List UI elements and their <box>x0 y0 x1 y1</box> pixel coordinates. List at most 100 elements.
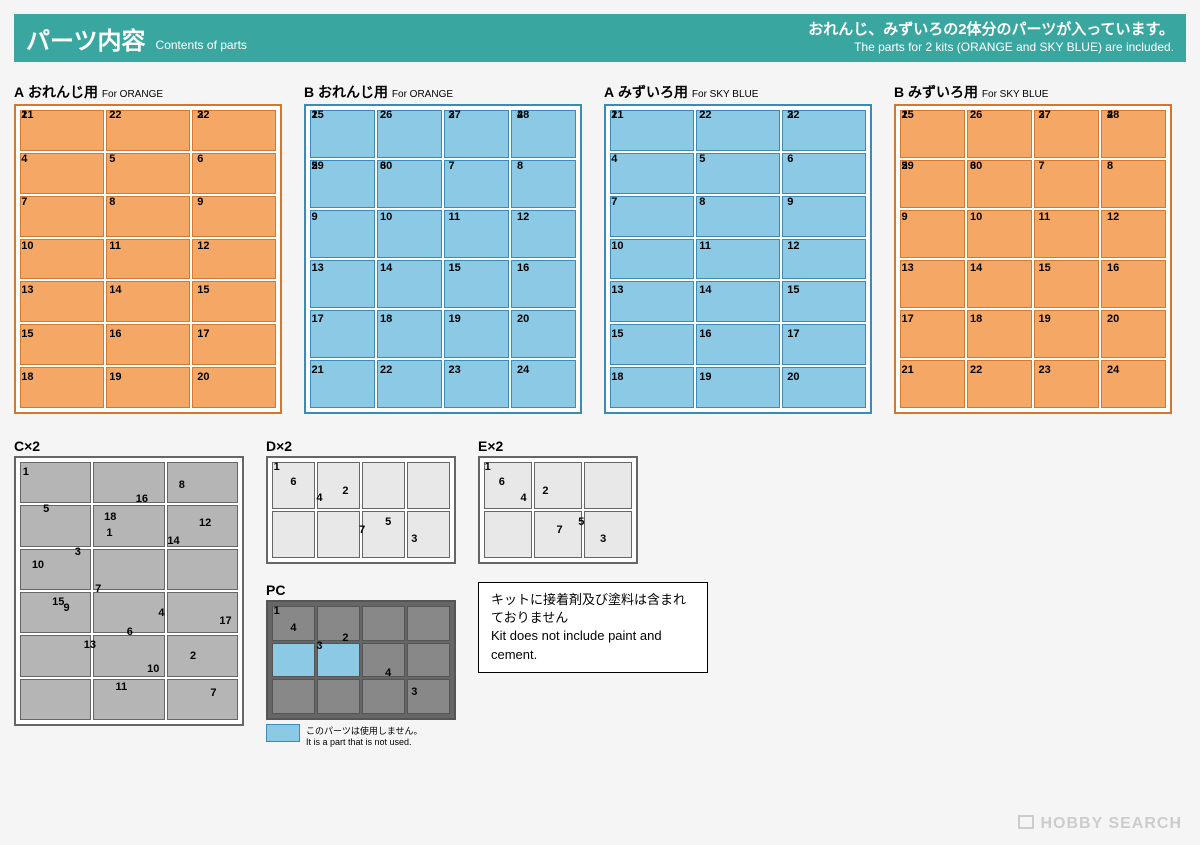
part-number: 30 <box>970 160 982 172</box>
part-number: 14 <box>109 284 121 296</box>
part-number: 3 <box>316 640 322 652</box>
part-number: 19 <box>109 371 121 383</box>
runner-sprue-B-orange: 1234567891011121314151617181920212223242… <box>304 104 582 414</box>
part-number: 7 <box>359 524 365 536</box>
runner-pc-label: PC <box>266 582 456 598</box>
part-cell <box>484 511 532 558</box>
part-number: 17 <box>311 313 323 325</box>
part-cell <box>20 505 91 546</box>
runner-row-2: C×2 1123456778910101112131415161718 D×2 … <box>0 438 1200 747</box>
part-number: 15 <box>52 596 64 608</box>
part-number: 4 <box>611 153 617 165</box>
part-cell <box>407 606 450 641</box>
part-cell <box>192 153 276 194</box>
part-number: 20 <box>517 313 529 325</box>
part-number: 9 <box>787 196 793 208</box>
runner-e-col: E×2 1234567 <box>478 438 708 564</box>
part-cell <box>272 643 315 678</box>
part-number: 10 <box>380 211 392 223</box>
swatch-icon <box>266 724 300 742</box>
runner-sprue-B-skyblue: 1234567891011121314151617181920212223242… <box>894 104 1172 414</box>
part-number: 17 <box>197 328 209 340</box>
part-number: 14 <box>380 262 392 274</box>
part-cell <box>20 635 91 676</box>
part-number: 17 <box>901 313 913 325</box>
part-number: 21 <box>901 364 913 376</box>
part-number: 4 <box>21 153 27 165</box>
part-cell <box>310 210 375 258</box>
part-number: 21 <box>21 109 33 121</box>
runner-c-sprue: 1123456778910101112131415161718 <box>14 456 244 726</box>
part-cell <box>272 511 315 558</box>
part-cell <box>20 153 104 194</box>
part-number: 9 <box>197 196 203 208</box>
part-number: 13 <box>901 262 913 274</box>
part-number: 17 <box>787 328 799 340</box>
part-number: 8 <box>1107 160 1113 172</box>
part-cell <box>317 511 360 558</box>
part-number: 11 <box>1038 211 1050 223</box>
part-number: 16 <box>136 493 148 505</box>
part-number: 1 <box>23 466 29 478</box>
header-note-en: The parts for 2 kits (ORANGE and SKY BLU… <box>808 40 1174 56</box>
part-number: 6 <box>290 476 296 488</box>
note-box: キットに接着剤及び塗料は含まれておりません Kit does not inclu… <box>478 582 708 673</box>
part-number: 20 <box>787 371 799 383</box>
part-number: 4 <box>290 622 296 634</box>
part-cell <box>317 606 360 641</box>
part-cell <box>167 679 238 720</box>
part-number: 29 <box>901 160 913 172</box>
part-cell <box>696 153 780 194</box>
col-e-note: E×2 1234567 キットに接着剤及び塗料は含まれておりません Kit do… <box>478 438 708 673</box>
part-number: 11 <box>699 240 711 252</box>
runner-label-A-skyblue: A みずいろ用 For SKY BLUE <box>604 82 872 102</box>
part-number: 6 <box>127 626 133 638</box>
part-number: 16 <box>1107 262 1119 274</box>
runner-row-1: A おれんじ用 For ORANGE1234567891011121314151… <box>0 82 1200 414</box>
part-cell <box>584 511 632 558</box>
part-cell <box>106 196 190 237</box>
part-cell <box>362 462 405 509</box>
part-number: 5 <box>109 153 115 165</box>
part-number: 4 <box>158 607 164 619</box>
part-cell <box>610 196 694 237</box>
part-number: 15 <box>611 328 623 340</box>
part-number: 16 <box>699 328 711 340</box>
part-number: 10 <box>32 559 44 571</box>
note-en: Kit does not include paint and cement. <box>491 627 695 663</box>
swatch-note-en: It is a part that is not used. <box>306 737 423 747</box>
part-number: 23 <box>1038 364 1050 376</box>
note-jp: キットに接着剤及び塗料は含まれておりません <box>491 591 695 627</box>
part-cell <box>407 643 450 678</box>
part-cell <box>362 679 405 714</box>
runner-col-B-orange: B おれんじ用 For ORANGE1234567891011121314151… <box>304 82 582 414</box>
runner-pc-col: PC 123344 このパーツは使用しません。 It is a part tha… <box>266 582 456 747</box>
part-number: 24 <box>1107 364 1119 376</box>
part-cell <box>20 679 91 720</box>
part-cell <box>317 643 360 678</box>
part-number: 23 <box>448 364 460 376</box>
part-cell <box>20 462 91 503</box>
part-number: 6 <box>787 153 793 165</box>
header-title-jp: パーツ内容 <box>26 21 146 56</box>
part-number: 12 <box>787 240 799 252</box>
part-number: 13 <box>611 284 623 296</box>
part-cell <box>610 153 694 194</box>
runner-e-label: E×2 <box>478 438 708 454</box>
part-cell <box>534 462 582 509</box>
runner-c-label: C×2 <box>14 438 244 454</box>
runner-sprue-A-skyblue: 123456789101112131415151617181920212222 <box>604 104 872 414</box>
part-number: 12 <box>1107 211 1119 223</box>
part-number: 11 <box>115 681 127 693</box>
part-number: 7 <box>21 196 27 208</box>
part-number: 12 <box>517 211 529 223</box>
part-number: 13 <box>21 284 33 296</box>
part-cell <box>362 606 405 641</box>
part-number: 11 <box>448 211 460 223</box>
part-number: 5 <box>699 153 705 165</box>
swatch-note-jp: このパーツは使用しません。 <box>306 724 423 737</box>
part-number: 2 <box>542 485 548 497</box>
part-number: 22 <box>109 109 121 121</box>
part-number: 10 <box>21 240 33 252</box>
part-cell <box>900 210 965 258</box>
